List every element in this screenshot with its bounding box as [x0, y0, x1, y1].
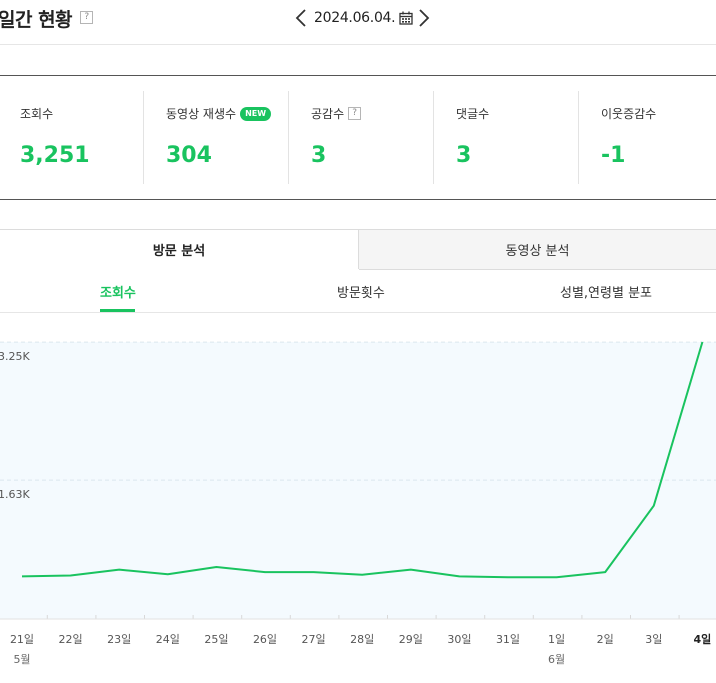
kpi-divider — [578, 91, 579, 184]
kpi-divider — [288, 91, 289, 184]
kpi-value: 3,251 — [20, 143, 90, 168]
page-title-text: 일간 현황 — [0, 9, 73, 31]
new-badge: NEW — [240, 106, 272, 121]
calendar-icon[interactable] — [399, 11, 413, 25]
x-tick-label: 30일 — [447, 632, 471, 646]
kpi-label: 동영상 재생수 NEW — [166, 105, 272, 122]
kpi-value: 304 — [166, 143, 212, 168]
y-tick-label: 1.63K — [0, 488, 30, 501]
kpi-label: 조회수 — [20, 105, 53, 122]
x-tick-label: 3일 — [645, 632, 662, 646]
kpi-label-text: 이웃증감수 — [601, 107, 657, 121]
page-header: 일간 현황 ? 2024.06.04. — [0, 0, 716, 45]
kpi-label-text: 공감수 — [311, 107, 345, 121]
subtab-visits[interactable]: 방문횟수 — [337, 286, 385, 301]
month-label: 6월 — [548, 653, 565, 666]
views-series-line — [21, 341, 704, 579]
kpi-label-text: 동영상 재생수 — [166, 107, 237, 121]
tab-visit-analysis[interactable]: 방문 분석 — [0, 229, 359, 269]
subtab-gender-age[interactable]: 성별,연령별 분포 — [560, 286, 652, 301]
help-icon[interactable]: ? — [80, 11, 93, 24]
kpi-label-text: 조회수 — [20, 107, 54, 121]
kpi-value: -1 — [601, 143, 626, 168]
chevron-right-icon — [419, 9, 430, 27]
x-tick-label: 4일 — [694, 632, 712, 646]
kpi-value: 3 — [311, 143, 327, 168]
kpi-label: 이웃증감수 — [601, 105, 656, 122]
tab-video-analysis[interactable]: 동영상 분석 — [359, 229, 716, 270]
date-navigator: 2024.06.04. — [290, 6, 435, 30]
subtab-views[interactable]: 조회수 — [100, 286, 136, 301]
current-date: 2024.06.04. — [314, 10, 396, 26]
x-tick-label: 22일 — [59, 632, 83, 646]
y-tick-label: 3.25K — [0, 350, 30, 363]
chevron-left-icon — [295, 9, 306, 27]
x-tick-label: 24일 — [156, 632, 180, 646]
kpi-label-text: 댓글수 — [456, 107, 490, 121]
x-tick-label: 21일 — [10, 632, 34, 646]
kpi-label: 댓글수 — [456, 105, 489, 122]
help-icon[interactable]: ? — [348, 107, 362, 120]
prev-date-button[interactable] — [290, 6, 312, 30]
x-tick-label: 29일 — [399, 632, 423, 646]
x-tick-label: 23일 — [107, 632, 131, 646]
views-line-chart: 3.25K 1.63K 21일 22일 23일 24일 25일 26일 27일 28일 29일 30일… — [0, 312, 716, 683]
kpi-label: 공감수 ? — [311, 105, 362, 122]
chart-svg: 3.25K 1.63K 21일 22일 23일 24일 25일 26일 27일 28일 29일 30일… — [0, 341, 716, 666]
analysis-tabs: 방문 분석 동영상 분석 — [0, 229, 716, 270]
x-tick-label: 2일 — [597, 632, 614, 646]
active-subtab-indicator — [100, 309, 135, 312]
kpi-summary: 조회수 3,251 동영상 재생수 NEW 304 공감수 ? 3 댓글수 3 … — [0, 75, 716, 200]
metric-subtabs: 조회수 방문횟수 성별,연령별 분포 — [0, 270, 716, 313]
kpi-divider — [433, 91, 434, 184]
page-title: 일간 현황 ? — [0, 5, 93, 32]
x-tick-label: 26일 — [253, 632, 277, 646]
month-label: 5월 — [13, 653, 30, 666]
x-tick-label: 28일 — [350, 632, 374, 646]
kpi-divider — [143, 91, 144, 184]
x-tick-label: 1일 — [548, 632, 565, 646]
x-tick-label: 27일 — [302, 632, 326, 646]
next-date-button[interactable] — [413, 6, 435, 30]
kpi-value: 3 — [456, 143, 472, 168]
x-tick-label: 31일 — [496, 632, 520, 646]
x-tick-label: 25일 — [204, 632, 228, 646]
